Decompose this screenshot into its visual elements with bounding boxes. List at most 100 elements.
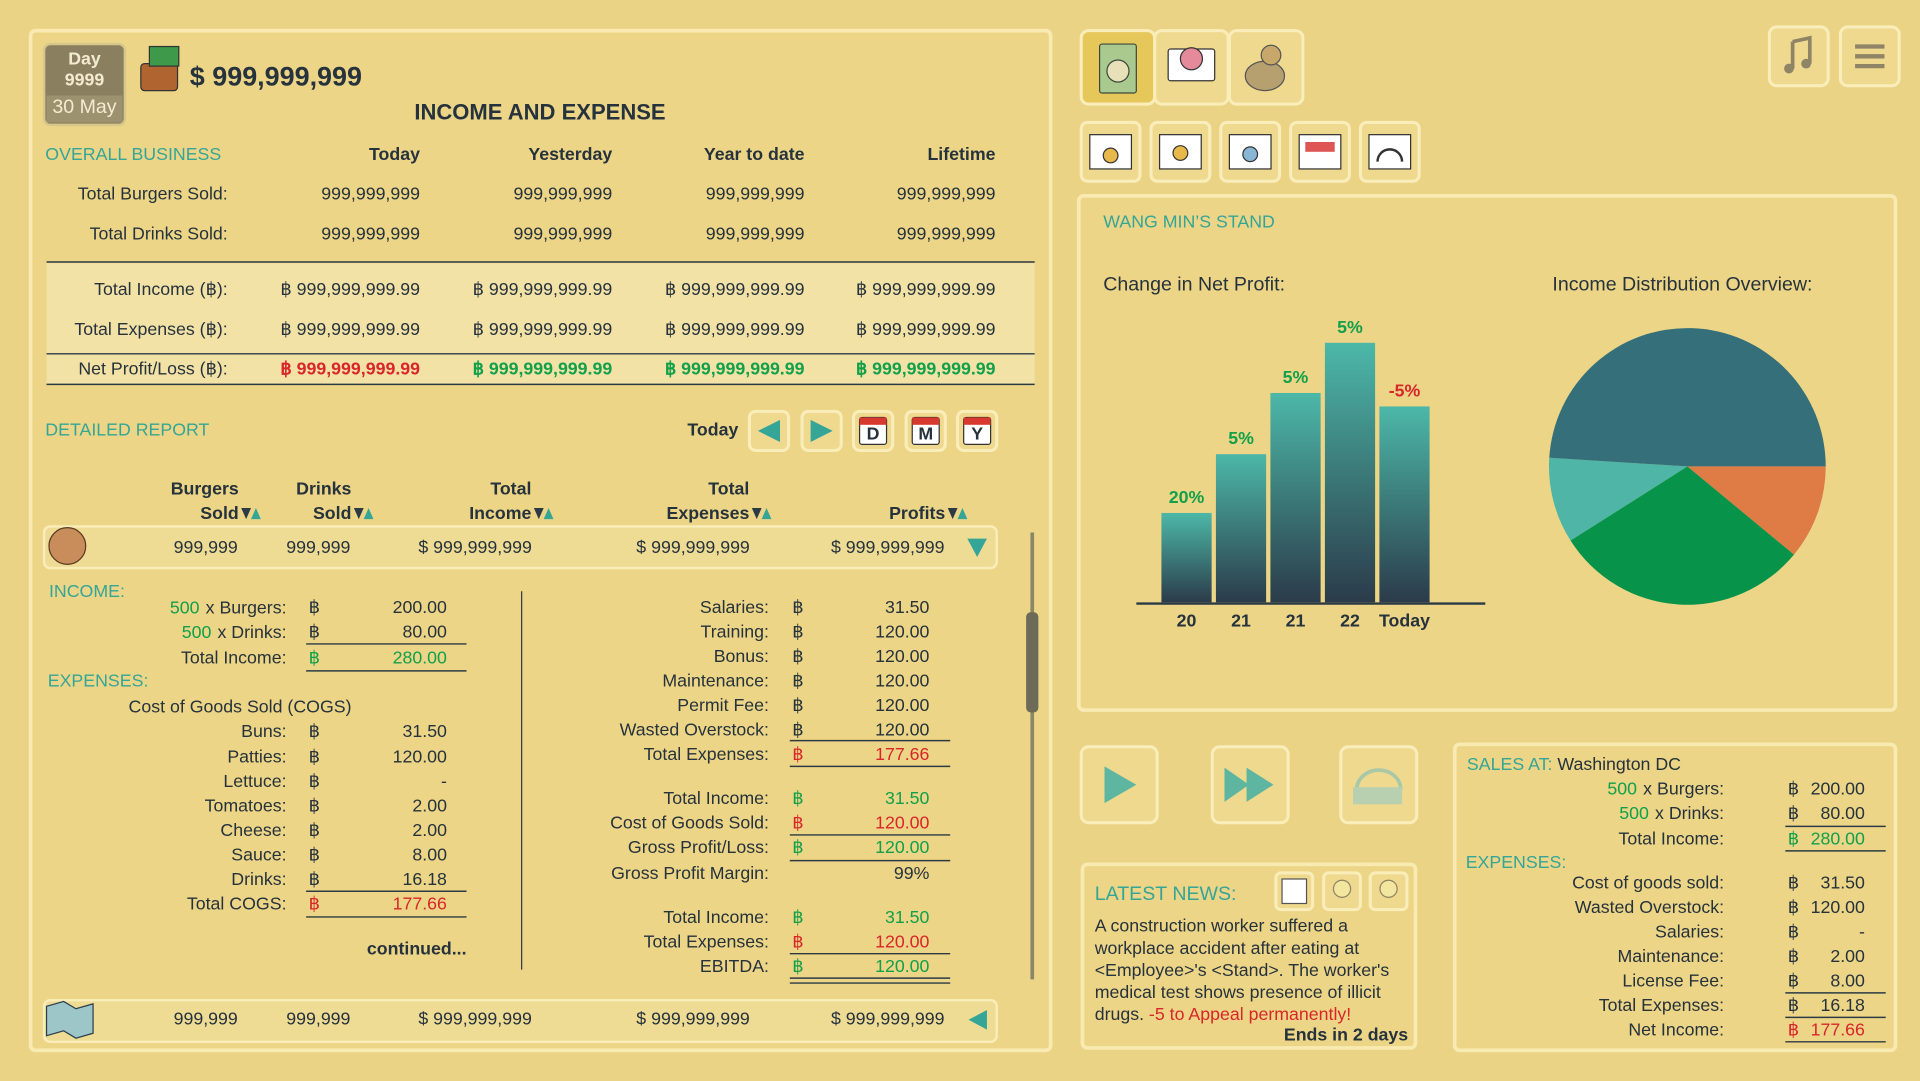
row-label: Total Drinks Sold: xyxy=(90,224,228,244)
x-tick-label: 20 xyxy=(1177,611,1197,631)
sort-icon[interactable] xyxy=(751,508,762,520)
row-cell: $ 999,999,999 xyxy=(418,1008,532,1028)
amount: 120.00 xyxy=(875,837,929,857)
item-label: Gross Profit/Loss: xyxy=(628,837,769,857)
item-label: Total COGS: xyxy=(187,893,287,913)
sales-panel xyxy=(1452,742,1898,1053)
currency: ฿ xyxy=(792,646,803,666)
row-cell: 999,999 xyxy=(286,1008,350,1028)
support-button[interactable] xyxy=(1339,745,1419,825)
icon xyxy=(1855,44,1885,69)
sort-icon[interactable] xyxy=(947,508,958,520)
row-label: Total Expenses (฿): xyxy=(74,319,227,339)
amount: 99% xyxy=(894,863,930,883)
bar-label: 5% xyxy=(1337,317,1363,337)
period-letter: Y xyxy=(971,423,983,443)
sort-icon[interactable] xyxy=(363,508,374,520)
cell: ฿ 999,999,999.99 xyxy=(473,319,613,339)
item-label: Net Income: xyxy=(1628,1019,1724,1039)
cell: ฿ 999,999,999.99 xyxy=(280,279,420,299)
item-name: x Drinks: xyxy=(1655,803,1724,823)
sort-icon[interactable] xyxy=(957,508,968,520)
amount: 80.00 xyxy=(1820,803,1865,823)
calendar-icon xyxy=(859,417,887,425)
section-heading: DETAILED REPORT xyxy=(45,420,209,440)
sort-icon[interactable] xyxy=(251,508,261,520)
currency: ฿ xyxy=(309,746,320,766)
currency: ฿ xyxy=(1788,897,1799,917)
item-label: 500 x Drinks: xyxy=(182,622,287,642)
amount: 16.18 xyxy=(1820,995,1865,1015)
amount: 16.18 xyxy=(403,869,448,889)
expand-icon[interactable] xyxy=(967,538,987,558)
sales-location: Washington DC xyxy=(1557,754,1681,774)
summary-row[interactable] xyxy=(42,525,998,570)
column-header: Burgers xyxy=(171,478,239,498)
icon xyxy=(1379,879,1398,898)
date: 30 May xyxy=(52,96,116,118)
news-line: drugs. -5 to Appeal permanently! xyxy=(1095,1004,1352,1024)
footer-row[interactable] xyxy=(42,998,998,1044)
sort-icon[interactable] xyxy=(761,508,772,520)
amount: 120.00 xyxy=(875,695,929,715)
item-label: Lettuce: xyxy=(223,771,286,791)
item-label: Patties: xyxy=(227,746,286,766)
amount: - xyxy=(1859,922,1865,942)
news-line: <Employee>'s <Stand>. The worker's xyxy=(1095,960,1390,980)
item-label: Gross Profit Margin: xyxy=(611,863,769,883)
currency: ฿ xyxy=(1788,971,1799,991)
item-name: x Burgers: xyxy=(206,597,287,617)
icon xyxy=(1784,63,1794,74)
amount: 31.50 xyxy=(885,907,930,927)
scroll-thumb[interactable] xyxy=(1026,612,1039,713)
icon xyxy=(1353,787,1403,805)
amount: 120.00 xyxy=(875,671,929,691)
icon xyxy=(1376,148,1404,162)
item-label: Sauce: xyxy=(231,844,286,864)
x-tick-label: 22 xyxy=(1340,611,1360,631)
item-label: Total Income: xyxy=(663,788,769,808)
news-text: drugs. xyxy=(1095,1004,1144,1024)
column-header: Sold xyxy=(200,503,238,523)
item-name: x Burgers: xyxy=(1643,778,1724,798)
news-ends: Ends in 2 days xyxy=(1284,1024,1408,1044)
sort-icon[interactable] xyxy=(353,508,364,520)
row-label: Net Profit/Loss (฿): xyxy=(78,358,227,378)
column-header: Expenses xyxy=(666,503,749,523)
row-label: Total Income (฿): xyxy=(94,279,228,299)
icon xyxy=(1790,35,1812,69)
column-header: Drinks xyxy=(296,478,351,498)
sort-icon[interactable] xyxy=(533,508,544,520)
cell: ฿ 999,999,999.99 xyxy=(473,358,613,378)
collapse-icon[interactable] xyxy=(968,1009,987,1030)
music-button[interactable] xyxy=(1767,25,1830,88)
icon xyxy=(1244,60,1286,92)
cell: 999,999,999 xyxy=(706,224,805,244)
day-label: Day xyxy=(68,49,101,69)
item-label: Cost of Goods Sold: xyxy=(610,813,769,833)
cash-icon xyxy=(140,63,179,92)
cash-icon xyxy=(148,45,180,67)
item-qty: 500 xyxy=(182,622,212,642)
sales-label: SALES AT: xyxy=(1467,754,1553,774)
icon xyxy=(1104,766,1137,804)
chart-title: Change in Net Profit: xyxy=(1103,273,1285,295)
item-label: Salaries: xyxy=(1655,922,1724,942)
money: $ 999,999,999 xyxy=(190,61,362,91)
sort-icon[interactable] xyxy=(241,508,252,520)
bar xyxy=(1324,342,1376,603)
continued: continued... xyxy=(367,939,467,959)
amount: 120.00 xyxy=(875,813,929,833)
currency: ฿ xyxy=(792,813,803,833)
amount: 2.00 xyxy=(412,820,447,840)
sort-icon[interactable] xyxy=(543,508,554,520)
day-number: 9999 xyxy=(65,69,105,89)
bar xyxy=(1215,454,1267,603)
row-cell: 999,999 xyxy=(174,537,238,557)
pie-slice xyxy=(1570,466,1794,605)
item-label: Total Expenses: xyxy=(1599,995,1724,1015)
currency: ฿ xyxy=(309,795,320,815)
row-cell: 999,999 xyxy=(286,537,350,557)
currency: ฿ xyxy=(309,844,320,864)
subheading: Cost of Goods Sold (COGS) xyxy=(129,696,352,716)
